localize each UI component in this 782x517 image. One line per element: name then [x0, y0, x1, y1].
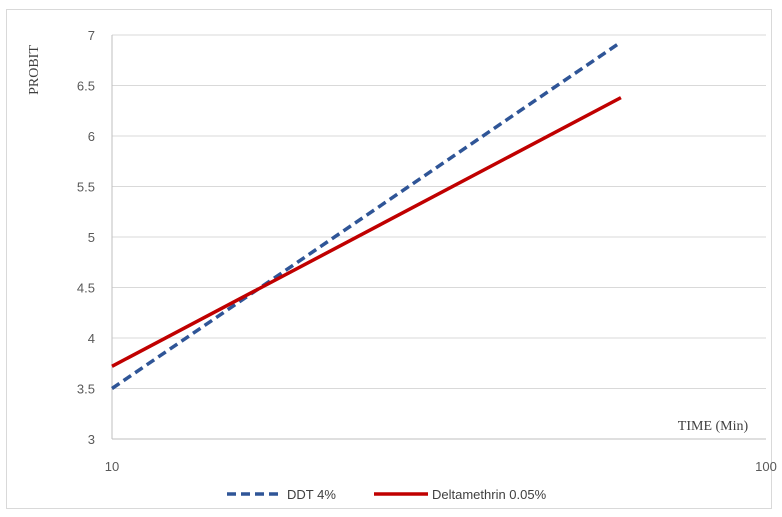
legend-label: DDT 4%: [287, 487, 336, 502]
y-tick-label: 3: [88, 432, 95, 447]
x-tick-label: 10: [105, 459, 119, 474]
y-tick-label: 4: [88, 331, 95, 346]
axes: [111, 35, 766, 440]
legend-label: Deltamethrin 0.05%: [432, 487, 547, 502]
y-tick-label: 4.5: [77, 281, 95, 296]
x-axis-title: TIME (Min): [678, 419, 749, 434]
series-line: [111, 40, 622, 390]
x-tick-labels: 10 100: [105, 459, 777, 474]
series: [111, 40, 622, 390]
y-tick-label: 5.5: [77, 180, 95, 195]
y-tick-label: 7: [88, 28, 95, 43]
y-tick-label: 5: [88, 230, 95, 245]
gridlines: [112, 34, 766, 389]
y-tick-labels: 3 3.5 4 4.5 5 5.5 6 6.5 7: [77, 28, 95, 447]
legend: DDT 4% Deltamethrin 0.05%: [227, 487, 547, 502]
y-axis-title: PROBIT: [27, 45, 42, 95]
y-tick-label: 6.5: [77, 79, 95, 94]
y-tick-label: 3.5: [77, 382, 95, 397]
chart-frame: [6, 9, 772, 509]
series-line: [111, 96, 622, 368]
x-tick-label: 100: [755, 459, 777, 474]
y-tick-label: 6: [88, 129, 95, 144]
